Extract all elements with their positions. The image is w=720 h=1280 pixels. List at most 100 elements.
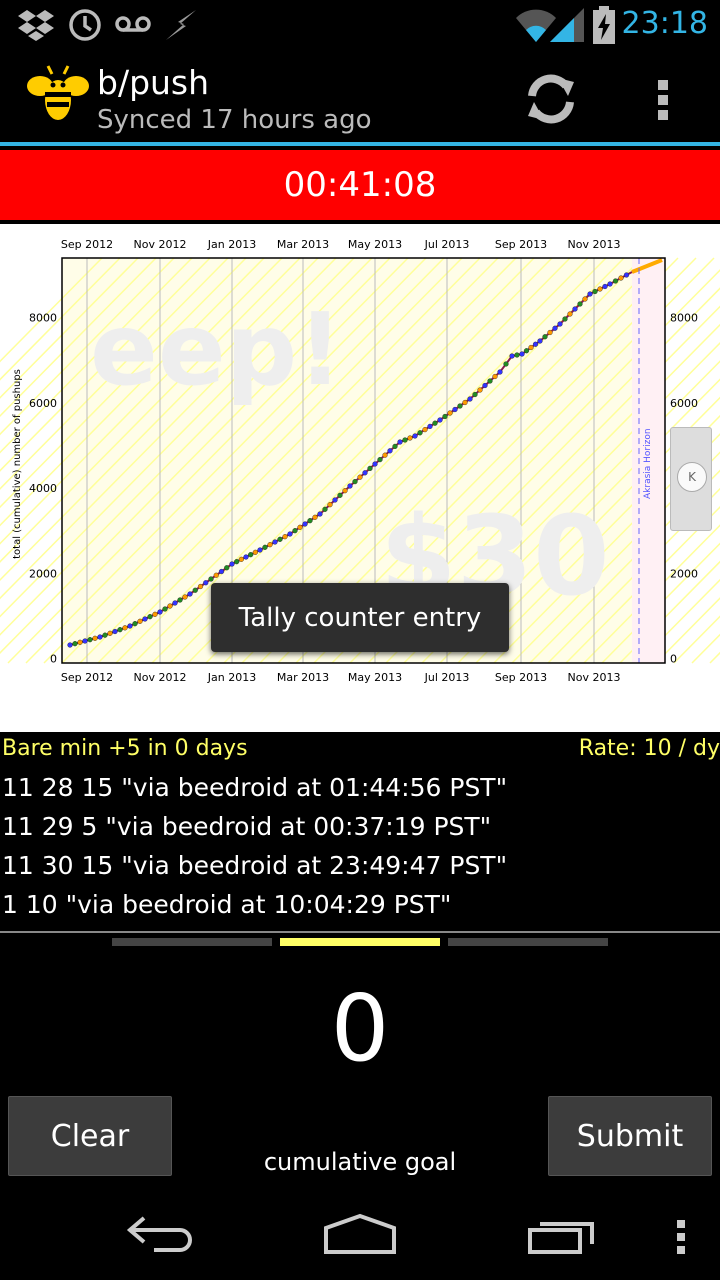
list-item[interactable]: 11 28 15 "via beedroid at 01:44:56 PST" [2,773,508,802]
data-point [437,417,443,423]
road-stripe [0,257,265,527]
goal-type-label: cumulative goal [263,1148,457,1176]
road-stripe [619,560,720,664]
goal-graph[interactable]: eep! $30 Akrasia Horizon Sep 2012 Sep 2012 No… [0,224,720,732]
action-bar-divider [0,142,720,146]
road-stripe [0,257,319,582]
data-point [427,423,433,430]
data-point [162,606,168,612]
x-tick-label: Jan 2013 [207,671,256,684]
data-point [292,528,298,534]
page-indicator-1[interactable] [280,938,440,946]
data-point [472,391,478,398]
road-stripe [0,257,247,509]
road-stripe [0,257,373,636]
dropbox-icon [18,10,54,41]
data-point [618,275,624,281]
x-tick-label: Jul 2013 [424,671,470,684]
graph-drawer-handle[interactable]: K [670,427,712,531]
data-point [562,316,568,322]
submit-button[interactable]: Submit [548,1096,712,1176]
bee-logo-icon[interactable] [26,64,90,126]
data-point [392,443,398,450]
data-point [442,413,448,420]
clear-button[interactable]: Clear [8,1096,172,1176]
x-tick-label: Sep 2013 [495,671,547,684]
road-stripe [0,257,193,454]
data-point [97,634,103,640]
data-point [347,483,353,489]
data-point [602,283,608,290]
back-icon[interactable] [124,1212,196,1252]
signal-icon [550,8,584,42]
road-stripe [0,257,211,472]
data-point [462,399,468,406]
data-point [552,325,558,331]
navigation-bar [0,1192,720,1280]
data-point [82,638,88,644]
data-point [482,382,488,389]
data-point [487,378,493,384]
data-point [382,452,388,458]
page-indicator-2[interactable] [448,938,608,946]
data-point [503,361,509,367]
road-stripe [529,469,720,664]
y-tick-label-right: 2000 [670,567,698,580]
list-item[interactable]: 1 10 "via beedroid at 10:04:29 PST" [2,890,452,919]
data-point [362,470,368,476]
road-stripe [0,257,355,618]
menu-dots-icon[interactable] [676,1220,686,1254]
data-point [432,420,438,426]
goal-title: b/push [97,63,210,102]
list-item[interactable]: 11 29 5 "via beedroid at 00:37:19 PST" [2,812,492,841]
data-point [557,321,563,327]
x-tick-label-top: Nov 2012 [134,238,187,251]
data-point [412,433,418,439]
data-point [327,502,333,508]
data-point [367,465,373,472]
road-stripe [0,257,301,563]
list-item[interactable]: 11 30 15 "via beedroid at 23:49:47 PST" [2,851,508,880]
road-stripe [0,257,283,545]
home-icon[interactable] [322,1212,398,1256]
data-point [572,306,578,312]
refresh-icon[interactable] [524,74,578,124]
y-axis-label: total (cumulative) number of pushups [12,369,23,559]
data-point [224,565,230,571]
data-point [302,521,308,527]
data-point [352,479,358,485]
y-tick-label-right: 6000 [670,397,698,410]
akrasia-horizon-label: Akrasia Horizon [643,428,653,499]
data-point [229,561,235,567]
data-point [127,623,133,629]
wifi-icon [516,9,556,42]
road-stripe [637,578,720,664]
overflow-menu-icon[interactable] [656,80,670,120]
page-indicator-0[interactable] [112,938,272,946]
projection-line [631,258,663,274]
data-point [509,353,515,359]
data-point [102,632,108,638]
x-tick-label: Nov 2013 [568,671,621,684]
recent-apps-icon[interactable] [526,1216,598,1256]
handle-knob-icon: K [677,462,707,492]
road-stripe [25,257,427,664]
flash-icon [166,10,196,40]
data-point [112,628,118,635]
data-point [172,600,178,606]
data-point [422,427,428,433]
x-tick-label: Nov 2012 [134,671,187,684]
x-tick-label: Mar 2013 [277,671,329,684]
data-point [287,531,293,537]
tally-counter-value[interactable]: 0 [330,975,390,1082]
road-stripe [511,451,720,664]
data-point [547,329,553,336]
data-point [467,396,473,402]
post-horizon-region [632,258,665,663]
data-point [312,514,318,520]
y-tick-label: 4000 [29,482,57,495]
data-point [218,568,225,575]
data-point [142,616,148,622]
road-stripe [97,257,499,664]
road-stripe [115,257,517,664]
